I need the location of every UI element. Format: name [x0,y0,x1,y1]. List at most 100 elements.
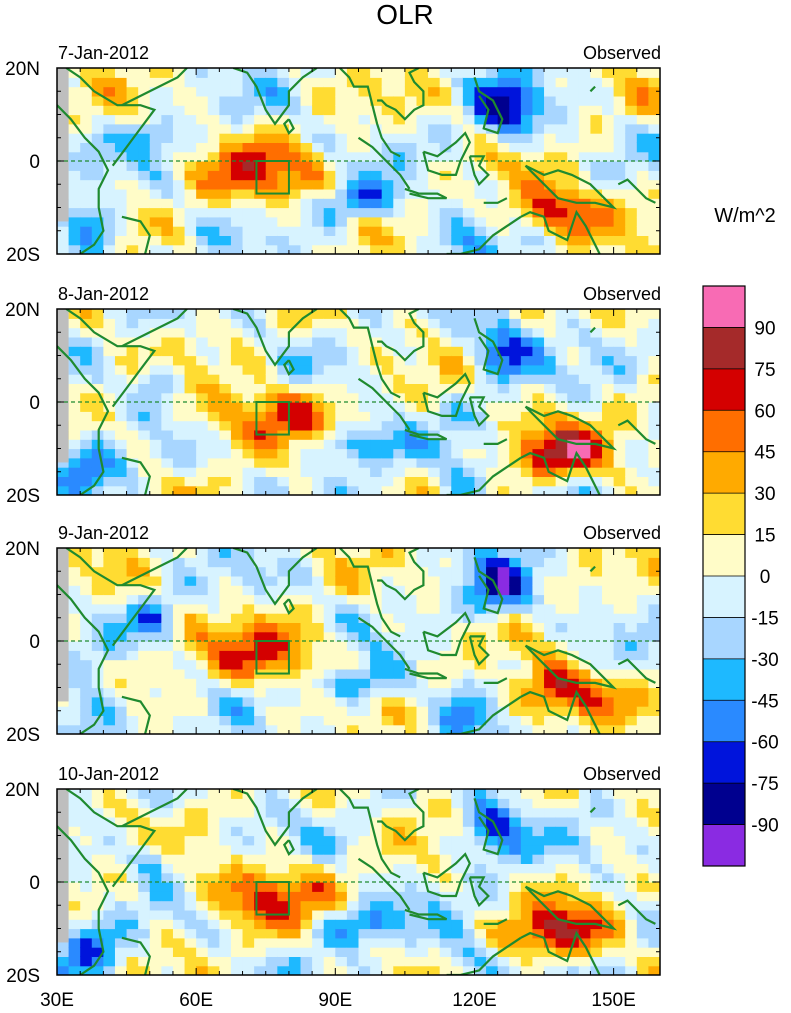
olr-cell [138,235,151,246]
olr-cell [80,114,93,125]
olr-cell [393,863,406,874]
coastline [57,345,110,495]
olr-cell [509,336,522,347]
olr-cell [114,327,128,338]
olr-cell [393,882,406,892]
olr-cell [138,151,151,162]
olr-cell [346,789,360,799]
y-tick-label: 20S [6,486,40,507]
olr-cell [103,457,116,468]
olr-cell [230,613,244,623]
olr-cell [138,216,151,227]
olr-cell [207,872,220,883]
olr-cell [277,557,290,568]
olr-cell [474,309,487,319]
olr-cell [474,374,487,384]
olr-cell [57,956,70,967]
olr-cell [161,142,174,153]
olr-cell [602,882,615,892]
olr-cell [207,557,220,568]
olr-cell [625,854,638,864]
olr-cell [172,696,186,707]
olr-cell [207,956,220,967]
olr-cell [474,668,487,679]
olr-cell [381,724,394,734]
olr-cell [242,244,255,254]
olr-cell [254,798,267,809]
colorbar-label: -90 [751,816,778,837]
olr-cell [462,114,476,125]
olr-cell [80,392,93,403]
olr-cell [57,235,70,246]
olr-cell [230,715,244,726]
olr-cell [335,346,348,357]
olr-cell [532,244,545,254]
olr-cell [370,575,383,586]
olr-cell [149,789,162,799]
olr-cell [312,188,325,199]
olr-cell [149,448,162,459]
coastline [404,667,448,680]
chart-title: OLR [376,0,434,30]
olr-cell [486,659,499,670]
olr-cell [172,622,186,633]
olr-cell [114,687,128,698]
olr-cell [265,439,278,450]
olr-cell [602,937,615,948]
olr-cell [486,900,499,911]
olr-cell [532,594,545,605]
olr-cell [381,355,394,366]
olr-cell [312,891,325,902]
olr-cell [80,179,93,190]
olr-cell [520,798,534,809]
olr-cell [207,863,220,874]
olr-cell [474,133,487,143]
olr-cell [381,161,394,171]
olr-cell [149,826,162,837]
olr-cell [428,318,441,329]
olr-cell [474,346,487,357]
olr-cell [103,383,116,394]
olr-cell [509,557,522,568]
olr-cell [532,77,545,88]
olr-cell [300,937,313,948]
olr-cell [451,439,464,450]
olr-cell [613,309,626,319]
olr-cell [300,724,313,734]
olr-cell [370,789,383,799]
olr-cell [68,95,81,106]
olr-cell [393,402,406,412]
olr-cell [172,429,186,440]
olr-cell [520,863,534,874]
olr-cell [462,439,476,450]
olr-cell [578,696,592,707]
olr-cell [265,207,278,218]
olr-cell [288,650,302,661]
olr-cell [114,603,128,614]
olr-cell [161,327,174,338]
olr-cell [428,151,441,162]
olr-cell [544,872,557,883]
olr-cell [532,476,545,487]
olr-cell [323,557,336,568]
olr-cell [462,789,476,799]
olr-cell [138,170,151,181]
coastline [422,852,472,898]
olr-cell [312,557,325,568]
olr-cell [451,891,464,902]
olr-cell [497,947,510,957]
olr-cell [486,844,499,855]
olr-cell [578,476,592,487]
coastline [65,309,157,408]
olr-cell [312,613,325,623]
olr-cell [207,807,220,818]
olr-cell [161,807,174,818]
olr-cell [242,161,255,171]
olr-cell [381,844,394,855]
olr-cell [590,327,603,338]
olr-cell [602,863,615,874]
olr-cell [323,594,336,605]
olr-cell [242,603,255,614]
olr-cell [590,575,603,586]
olr-cell [358,429,371,440]
